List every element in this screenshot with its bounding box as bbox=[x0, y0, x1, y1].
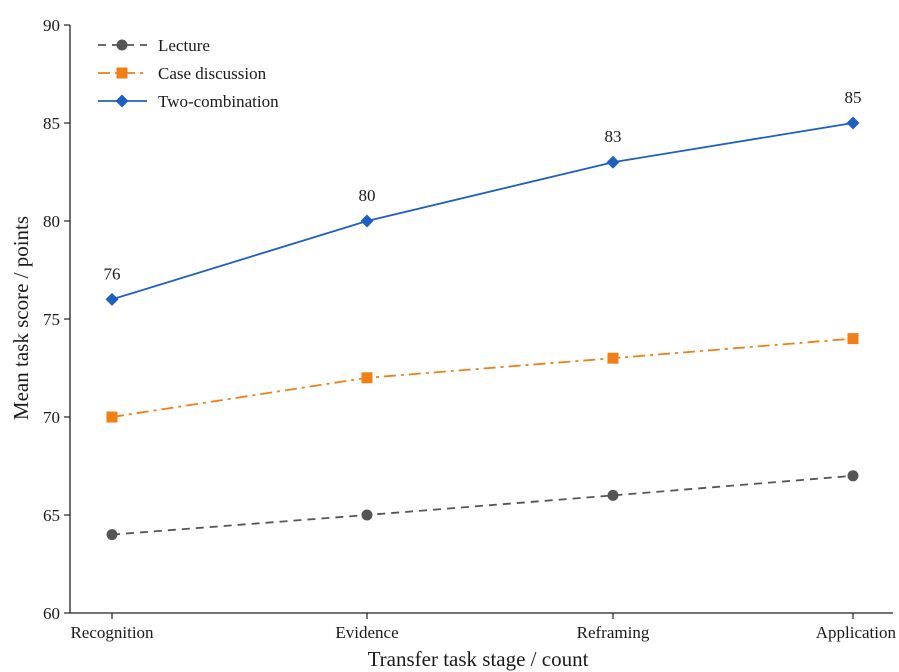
data-point bbox=[846, 116, 860, 130]
x-tick-label: Evidence bbox=[335, 623, 398, 642]
data-label: 80 bbox=[359, 186, 376, 205]
y-tick-label: 80 bbox=[43, 212, 60, 231]
legend-label: Two-combination bbox=[158, 92, 279, 111]
axes: 60 65 70 75 80 85 90 Recognition Evidence Reframi… bbox=[43, 16, 896, 642]
y-axis-title: Mean task score / points bbox=[9, 216, 33, 420]
data-label: 76 bbox=[104, 264, 121, 283]
legend-item: Two-combination bbox=[98, 92, 279, 111]
y-tick-label: 60 bbox=[43, 604, 60, 623]
data-point bbox=[607, 489, 619, 501]
legend-label: Case discussion bbox=[158, 64, 267, 83]
data-label: 85 bbox=[845, 88, 862, 107]
legend: Lecture Case discussion Two-combination bbox=[98, 36, 279, 111]
legend-marker bbox=[115, 94, 129, 108]
legend-label: Lecture bbox=[158, 36, 210, 55]
data-point bbox=[847, 333, 859, 345]
y-tick-label: 85 bbox=[43, 114, 60, 133]
data-point bbox=[847, 470, 859, 482]
legend-marker bbox=[116, 67, 128, 79]
legend-item: Case discussion bbox=[98, 64, 267, 83]
series-lecture bbox=[106, 470, 859, 541]
series-line bbox=[111, 474, 854, 536]
series-line bbox=[111, 122, 854, 301]
y-tick-label: 90 bbox=[43, 16, 60, 35]
series-layer: 76 80 83 85 bbox=[104, 88, 862, 541]
data-label: 83 bbox=[605, 127, 622, 146]
data-point bbox=[361, 509, 373, 521]
series-line bbox=[111, 337, 854, 418]
legend-marker bbox=[116, 39, 128, 51]
y-tick-label: 75 bbox=[43, 310, 60, 329]
y-tick-label: 70 bbox=[43, 408, 60, 427]
x-tick-label: Application bbox=[816, 623, 897, 642]
data-point bbox=[360, 214, 374, 228]
series-case-discussion bbox=[106, 333, 859, 423]
x-axis-title: Transfer task stage / count bbox=[368, 647, 589, 671]
x-tick-label: Reframing bbox=[577, 623, 650, 642]
y-tick-label: 65 bbox=[43, 506, 60, 525]
data-point bbox=[106, 529, 118, 541]
series-two-combination: 76 80 83 85 bbox=[104, 88, 862, 306]
data-point bbox=[361, 372, 373, 384]
data-point bbox=[106, 411, 118, 423]
x-tick-label: Recognition bbox=[70, 623, 154, 642]
data-point bbox=[607, 352, 619, 364]
data-point bbox=[606, 155, 620, 169]
legend-item: Lecture bbox=[98, 36, 210, 55]
data-point bbox=[105, 292, 119, 306]
